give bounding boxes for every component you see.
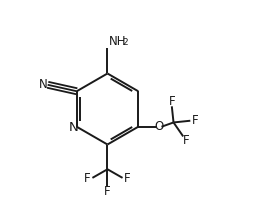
- Text: F: F: [168, 95, 175, 108]
- Text: N: N: [38, 78, 47, 91]
- Text: F: F: [104, 185, 111, 198]
- Text: F: F: [124, 172, 131, 185]
- Text: NH: NH: [109, 35, 126, 48]
- Text: N: N: [69, 121, 79, 134]
- Text: F: F: [182, 134, 189, 147]
- Text: O: O: [154, 120, 163, 133]
- Text: F: F: [192, 114, 198, 127]
- Text: 2: 2: [122, 38, 128, 48]
- Text: F: F: [84, 172, 91, 185]
